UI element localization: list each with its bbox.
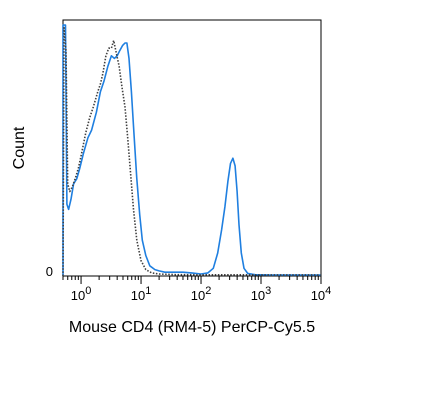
x-tick-label: 101 bbox=[131, 285, 152, 303]
x-tick-label: 103 bbox=[251, 285, 272, 303]
y-axis-ticks: 0 bbox=[46, 264, 53, 279]
x-axis-ticks: 100 101 102 103 104 bbox=[62, 276, 332, 303]
x-tick-exponent: 3 bbox=[265, 285, 271, 297]
x-tick-base: 10 bbox=[131, 288, 145, 303]
y-axis-label: Count bbox=[11, 126, 28, 169]
x-tick-base: 10 bbox=[311, 288, 325, 303]
x-axis-label: Mouse CD4 (RM4-5) PerCP-Cy5.5 bbox=[69, 319, 315, 336]
x-tick-exponent: 4 bbox=[325, 285, 331, 297]
y-tick-label: 0 bbox=[46, 264, 53, 279]
x-tick-exponent: 2 bbox=[205, 285, 211, 297]
x-tick-label: 100 bbox=[71, 285, 92, 303]
x-tick-exponent: 0 bbox=[85, 285, 91, 297]
plot-frame bbox=[62, 19, 322, 277]
x-tick-base: 10 bbox=[251, 288, 265, 303]
x-tick-exponent: 1 bbox=[145, 285, 151, 297]
histogram-solid-series-0 bbox=[62, 24, 321, 276]
x-tick-base: 10 bbox=[191, 288, 205, 303]
x-tick-base: 10 bbox=[71, 288, 85, 303]
x-tick-label: 104 bbox=[311, 285, 332, 303]
histogram-dotted-series-1 bbox=[62, 26, 322, 277]
x-tick-label: 102 bbox=[191, 285, 212, 303]
series-layer bbox=[62, 24, 322, 277]
